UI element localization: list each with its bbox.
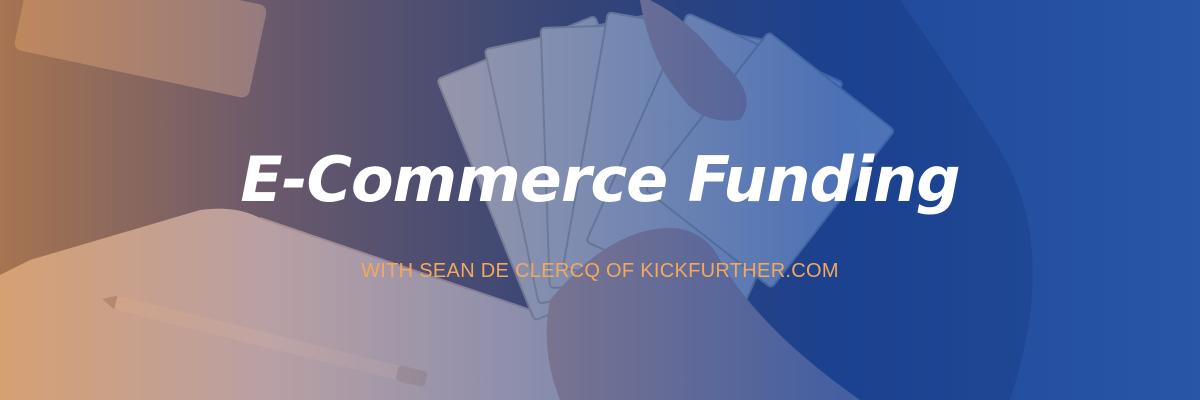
banner-subtitle: WITH SEAN DE CLERCQ OF KICKFURTHER.COM (361, 260, 839, 282)
banner-title: E-Commerce Funding (240, 143, 960, 216)
